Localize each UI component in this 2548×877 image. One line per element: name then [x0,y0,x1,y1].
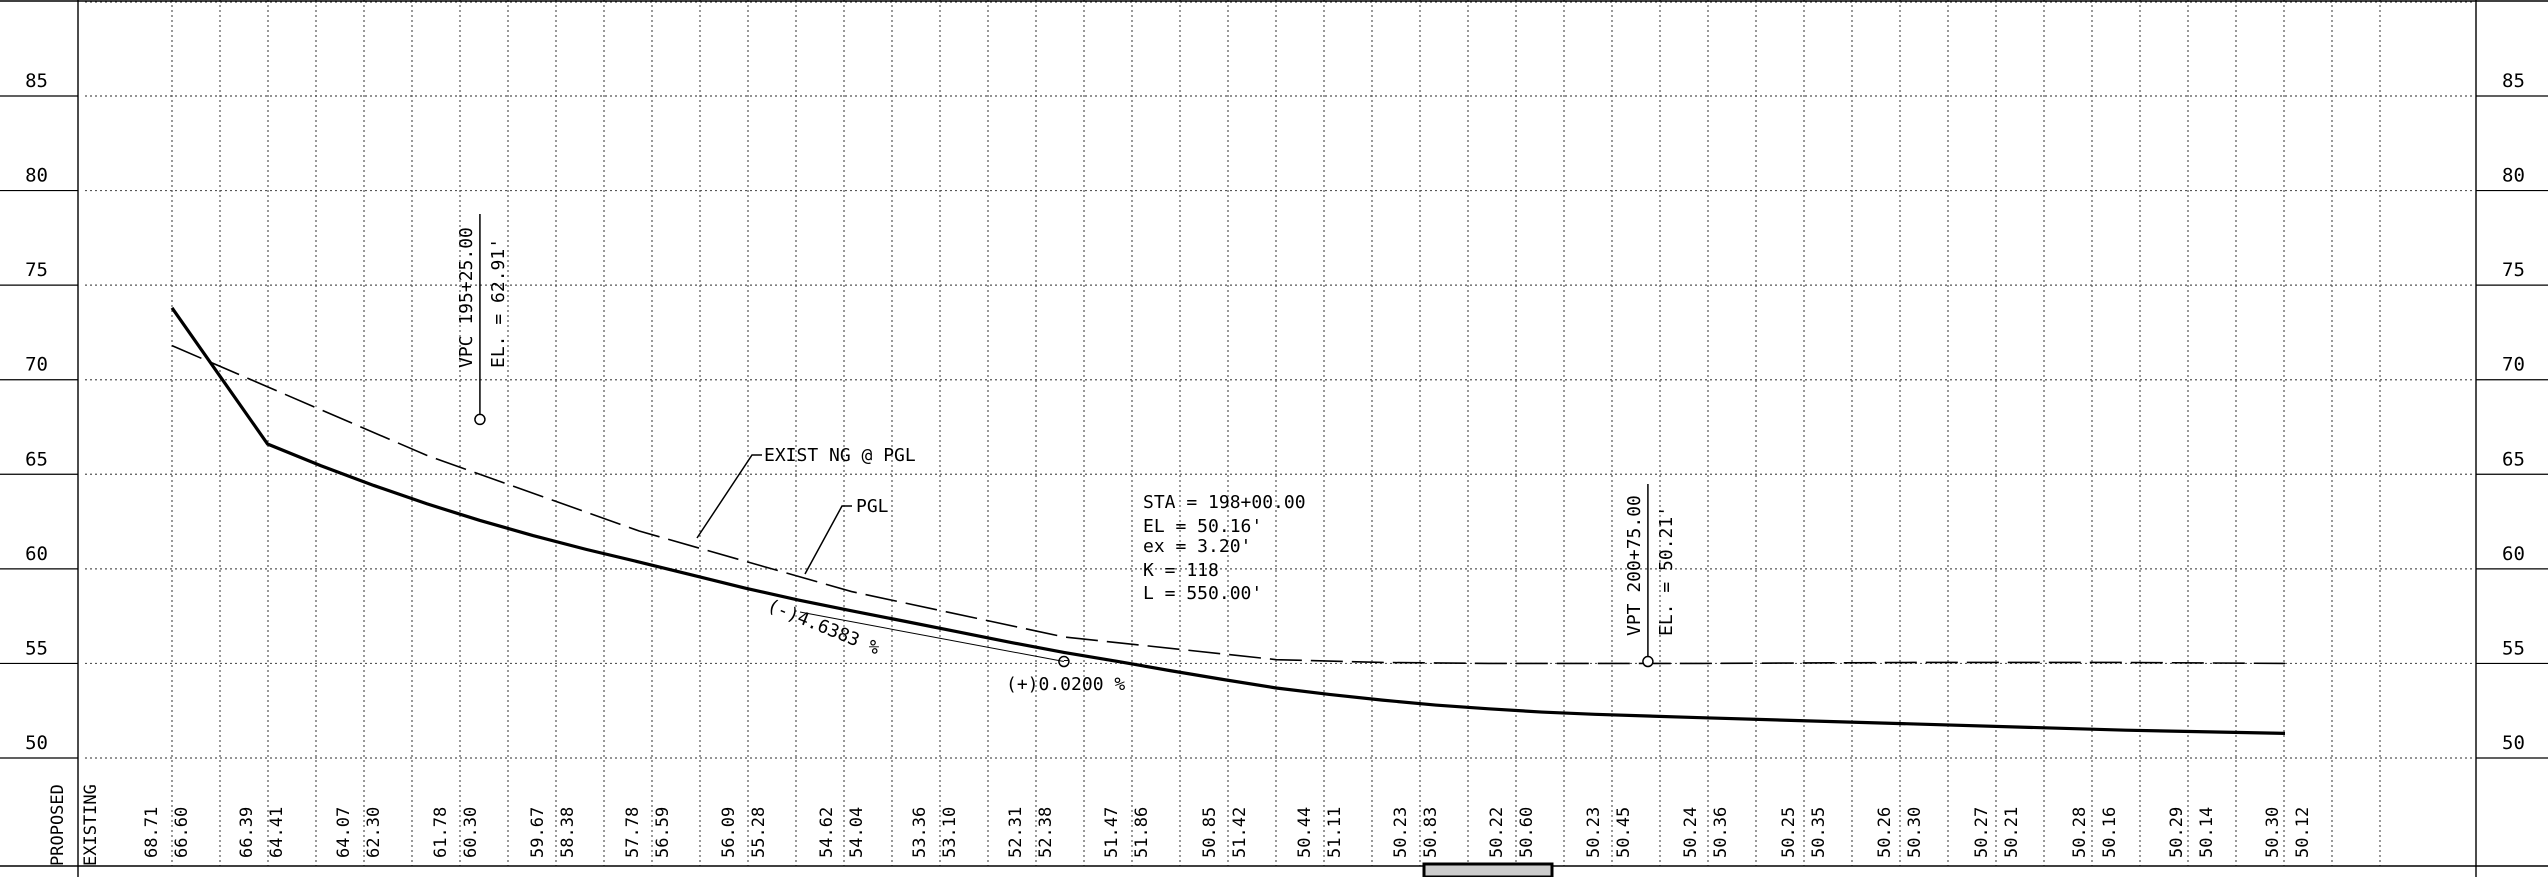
existing-ground-line [171,344,2286,665]
proposed-elevation-value: 61.78 [431,807,451,858]
elevation-label-right: 60 [2502,543,2525,565]
proposed-elevation-value: 50.29 [2167,807,2187,858]
vpc-elevation-label: EL. = 62.91' [488,238,509,368]
proposed-elevation-value: 66.39 [237,807,257,858]
proposed-elevation-value: 57.78 [623,807,643,858]
proposed-elevation-value: 56.09 [719,807,739,858]
proposed-elevation-value: 64.07 [334,807,354,858]
existing-elevation-value: 66.60 [172,807,192,858]
proposed-elevation-value: 51.47 [1102,807,1122,858]
elevation-table: PROPOSED EXISTING 68.71 66.39 64.07 61.78 59.6… [48,784,2313,866]
vpc-marker [474,413,486,426]
proposed-elevation-value: 50.26 [1875,807,1895,858]
elevation-label-right: 85 [2502,70,2525,92]
existing-elevation-value: 56.59 [653,807,673,858]
elevation-label-left: 60 [25,543,48,565]
curve-data-line: ex = 3.20' [1143,536,1251,557]
proposed-elevation-value: 50.27 [1972,807,1992,858]
proposed-elevation-value: 50.22 [1487,807,1507,858]
existing-elevation-value: 51.11 [1325,807,1345,858]
pgl-label: PGL [856,496,889,517]
elevation-label-left: 75 [25,259,48,281]
existing-elevation-value: 51.86 [1132,807,1152,858]
vpt-elevation-label: EL. = 50.21' [1656,506,1677,636]
existing-row-label: EXISTING [81,784,101,866]
elevation-label-right: 70 [2502,354,2525,376]
existing-elevation-value: 50.45 [1614,807,1634,858]
profile-annotations: VPC 195+25.00 EL. = 62.91' VPT 200+75.00 EL… [456,214,1677,695]
existing-elevation-value: 50.35 [1809,807,1829,858]
existing-elevation-value: 51.42 [1230,807,1250,858]
existing-elevation-value: 55.28 [749,807,769,858]
elevation-label-right: 80 [2502,165,2525,187]
curve-data-line: EL = 50.16' [1143,516,1262,537]
proposed-elevation-value: 50.24 [1681,807,1701,858]
elevation-label-left: 65 [25,448,48,470]
existing-elevation-value: 58.38 [558,807,578,858]
existing-elevation-value: 50.16 [2100,807,2120,858]
profile-lines [170,306,2286,736]
vpc-station-label: VPC 195+25.00 [456,227,477,368]
existing-elevation-value: 50.21 [2002,807,2022,858]
elevation-label-left: 80 [25,165,48,187]
proposed-elevation-value: 59.67 [528,807,548,858]
proposed-elevation-value: 50.28 [2070,807,2090,858]
elevation-label-left: 50 [25,732,48,754]
existing-elevation-value: 50.60 [1517,807,1537,858]
sheet-tab [1422,862,1554,877]
existing-elevation-value: 50.30 [1905,807,1925,858]
proposed-elevation-value: 50.44 [1295,807,1315,858]
elevation-label-left: 55 [25,637,48,659]
vpt-station-label: VPT 200+75.00 [1624,495,1645,636]
proposed-elevation-value: 52.31 [1006,807,1026,858]
proposed-elevation-value: 50.85 [1200,807,1220,858]
existing-elevation-value: 52.38 [1036,807,1056,858]
grid-layer [85,0,2475,866]
proposed-elevation-value: 54.62 [817,807,837,858]
grade-out-label: (+)0.0200 % [1006,674,1125,695]
proposed-elevation-value: 50.23 [1584,807,1604,858]
elevation-label-right: 55 [2502,637,2525,659]
curve-data-line: L = 550.00' [1143,583,1262,604]
existing-elevation-value: 62.30 [364,807,384,858]
proposed-row-label: PROPOSED [48,784,68,866]
elevation-label-left: 70 [25,354,48,376]
elevation-label-right: 65 [2502,448,2525,470]
exist-ng-leader [696,454,762,539]
curve-data-line: STA = 198+00.00 [1143,492,1306,513]
curve-data-line: K = 118 [1143,560,1219,581]
grade-in-line [799,611,1065,663]
exist-ng-label: EXIST NG @ PGL [764,445,916,466]
proposed-elevation-value: 50.23 [1391,807,1411,858]
proposed-elevation-value: 50.25 [1779,807,1799,858]
pgl-line [170,306,2286,736]
proposed-elevation-value: 50.30 [2263,807,2283,858]
proposed-elevation-value: 68.71 [142,807,162,858]
existing-elevation-value: 50.14 [2197,807,2217,858]
vpt-marker [1642,655,1654,668]
existing-elevation-value: 50.36 [1711,807,1731,858]
existing-elevation-value: 50.83 [1421,807,1441,858]
elevation-axis: 85 80 75 70 65 60 55 50 85 80 75 70 65 60 55 50 [0,70,2548,759]
elevation-label-right: 75 [2502,259,2525,281]
existing-elevation-value: 64.41 [267,807,287,858]
elevation-label-right: 50 [2502,732,2525,754]
elevation-label-left: 85 [25,70,48,92]
pgl-leader [804,505,852,575]
existing-elevation-value: 53.10 [940,807,960,858]
existing-elevation-value: 50.12 [2293,807,2313,858]
proposed-elevation-value: 53.36 [910,807,930,858]
existing-elevation-value: 60.30 [461,807,481,858]
existing-elevation-value: 54.04 [847,807,867,858]
